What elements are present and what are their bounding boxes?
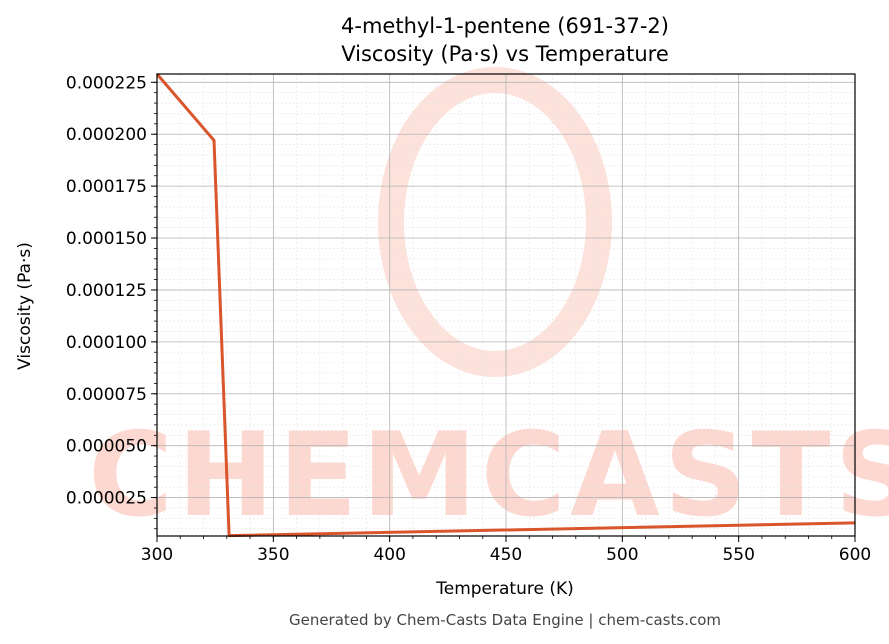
y-tick-label: 0.000125 xyxy=(66,281,147,301)
x-tick-label: 450 xyxy=(490,545,522,565)
chart-title: 4-methyl-1-pentene (691-37-2) xyxy=(341,14,669,38)
y-tick-label: 0.000200 xyxy=(66,125,147,145)
chemcasts-watermark: CHEMCASTS xyxy=(88,67,889,543)
y-tick-label: 0.000050 xyxy=(66,437,147,457)
x-tick-label: 400 xyxy=(373,545,405,565)
x-tick-label: 500 xyxy=(606,545,638,565)
y-tick-label: 0.000025 xyxy=(66,489,147,509)
x-tick-label: 350 xyxy=(257,545,289,565)
viscosity-line xyxy=(155,73,856,538)
chart-subtitle: Viscosity (Pa·s) vs Temperature xyxy=(341,42,669,66)
x-axis: 300 350 400 450 500 550 600 xyxy=(141,536,871,565)
x-tick-label: 600 xyxy=(839,545,871,565)
x-tick-label: 300 xyxy=(141,545,173,565)
y-tick-label: 0.000075 xyxy=(66,385,147,405)
x-tick-label: 550 xyxy=(722,545,754,565)
y-tick-label: 0.000150 xyxy=(66,229,147,249)
watermark-ring xyxy=(378,67,612,377)
y-axis: 0.000025 0.000050 0.000075 0.000100 0.000125… xyxy=(66,73,157,530)
x-axis-label: Temperature (K) xyxy=(435,579,574,599)
series-layer xyxy=(155,73,856,538)
watermark-text: CHEMCASTS xyxy=(88,408,889,543)
y-tick-label: 0.000100 xyxy=(66,333,147,353)
y-tick-label: 0.000175 xyxy=(66,177,147,197)
y-tick-label: 0.000225 xyxy=(66,73,147,93)
y-axis-label: Viscosity (Pa·s) xyxy=(15,242,35,370)
footer-credit: Generated by Chem-Casts Data Engine | ch… xyxy=(289,611,721,629)
